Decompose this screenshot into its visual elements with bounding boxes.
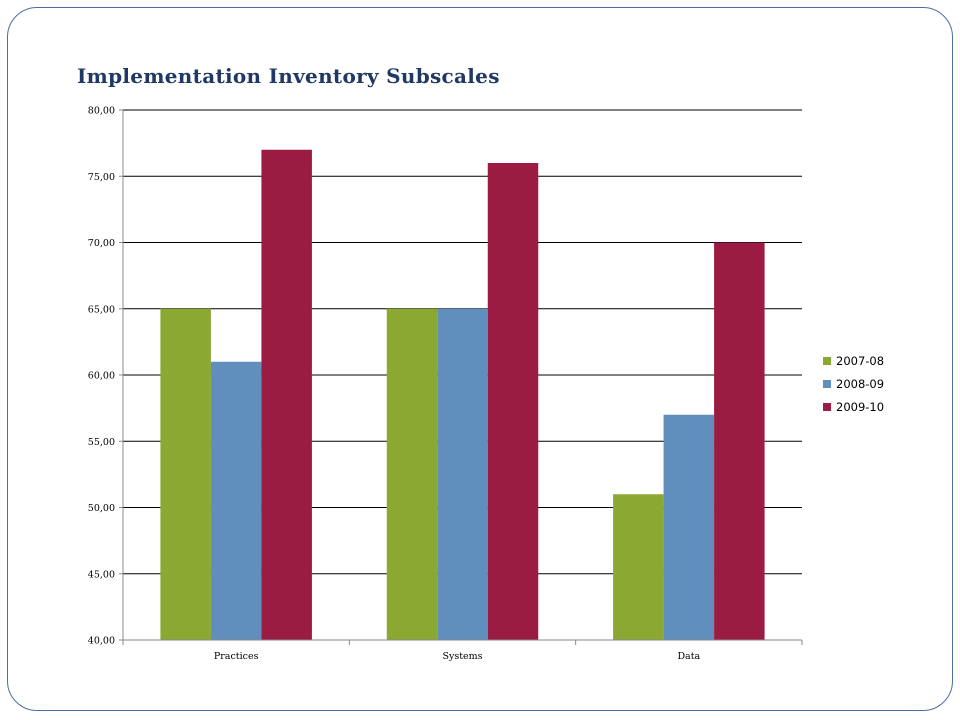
legend-label: 2009-10 [836,400,884,414]
bar-2009-10-Practices [261,149,312,640]
y-tick-label: 50,00 [88,503,115,514]
y-tick-label: 55,00 [88,437,115,448]
legend-swatch [823,380,831,388]
bar-2009-10-Data [714,242,765,640]
axes: 40,00 45,00 50,00 55,00 60,00 65,00 70,00 75,00… [88,106,803,662]
y-tick-label: 70,00 [88,238,115,249]
chart-title: Implementation Inventory Subscales [77,64,500,88]
y-tick-label: 75,00 [88,172,115,183]
x-tick-label: Practices [214,651,259,662]
y-tick-label: 45,00 [88,569,115,580]
x-tick-label: Systems [442,651,482,662]
bar-2008-09-Practices [210,361,262,640]
slide-frame [7,7,953,711]
bar-2008-09-Systems [437,308,488,640]
bar-2007-08-Systems [386,308,438,640]
y-tick-label: 80,00 [88,106,115,117]
x-tick-label: Data [677,651,700,662]
y-tick-label: 60,00 [88,371,115,382]
y-tick-label: 40,00 [88,636,115,647]
legend: 2007-08 2008-09 2009-10 [823,354,884,414]
legend-swatch [823,357,831,365]
y-tick-label: 65,00 [88,304,115,315]
bar-2008-09-Data [663,414,715,640]
bar-2007-08-Practices [160,308,211,640]
legend-label: 2008-09 [836,377,884,391]
legend-label: 2007-08 [836,354,884,368]
legend-swatch [823,403,831,411]
bar-2009-10-Systems [487,163,539,640]
bars [160,149,765,640]
bar-2007-08-Data [613,494,664,640]
